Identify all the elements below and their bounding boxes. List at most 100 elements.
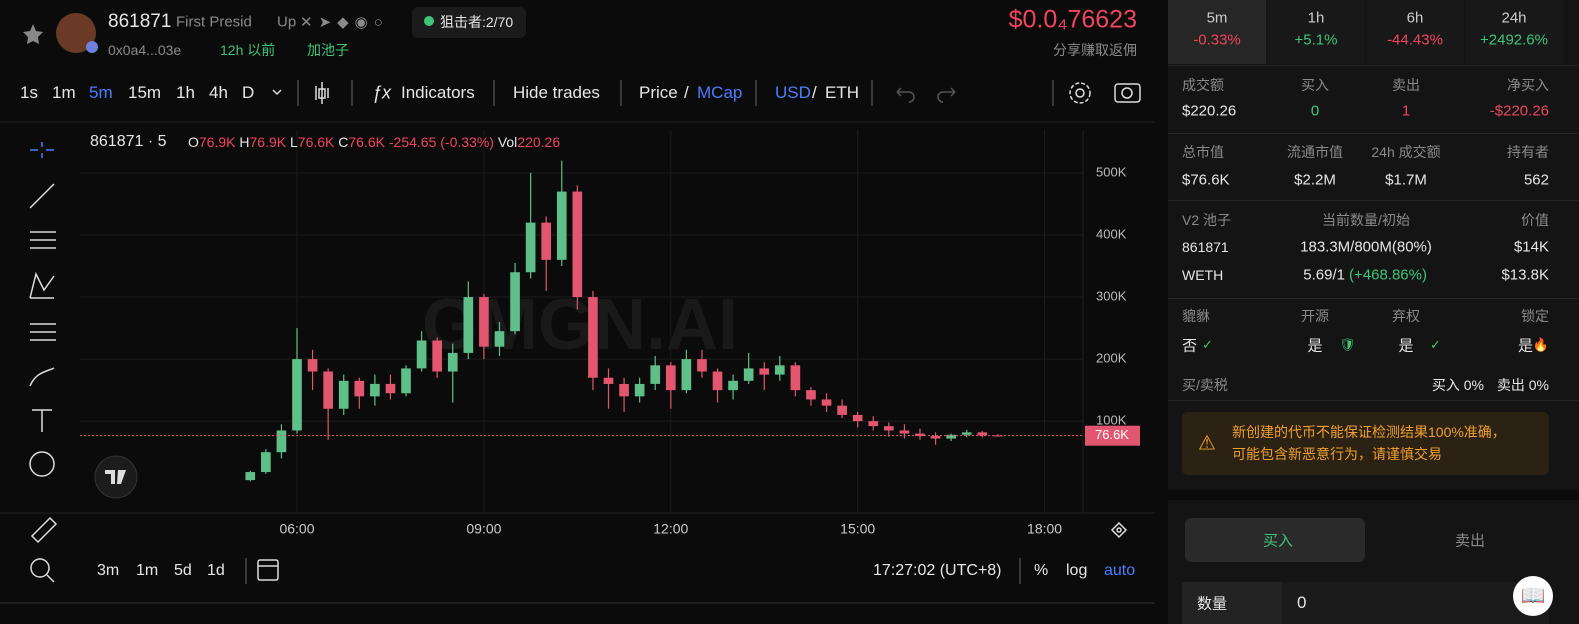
auto-toggle[interactable]: auto xyxy=(1104,562,1136,579)
divider xyxy=(1168,400,1579,401)
tab[interactable] xyxy=(1465,0,1563,64)
security-icon: 🔥 xyxy=(1532,337,1549,352)
candle-body xyxy=(447,352,458,372)
tab-change: -0.33% xyxy=(1193,31,1241,49)
stat-value: 是 xyxy=(1307,337,1323,355)
tab-label[interactable]: 5m xyxy=(1206,9,1228,27)
candle-body xyxy=(292,359,302,431)
x-tick-label: 09:00 xyxy=(466,521,501,537)
snipers-pill[interactable] xyxy=(412,7,526,38)
legend-label: L xyxy=(289,134,298,150)
legend-value: 220.26 xyxy=(517,134,561,150)
stat-value: $76.6K xyxy=(1182,171,1230,189)
pool-value: $13.8K xyxy=(1501,266,1549,284)
chart: GMGN.AI 100K 200K 300K 400K 500K 06:00 09:00 12:… xyxy=(0,0,1160,624)
buy-tab[interactable] xyxy=(1185,518,1365,562)
candle-body xyxy=(743,368,754,381)
usd-toggle[interactable]: USD xyxy=(775,83,811,102)
candle-body xyxy=(416,340,427,369)
hide-trades[interactable]: Hide trades xyxy=(513,83,600,102)
candle-body xyxy=(915,433,925,437)
social-icons[interactable]: ✕➤◆◉○ xyxy=(300,14,389,31)
interval[interactable]: 4h xyxy=(209,83,228,102)
stat-value: 是 xyxy=(1398,337,1414,355)
pool-amount: 183.3M/800M(80%) xyxy=(1300,238,1432,256)
tab-label[interactable]: 24h xyxy=(1501,9,1527,27)
stat-label: 卖出 xyxy=(1392,77,1420,93)
candle-body xyxy=(681,359,692,391)
range[interactable]: 3m xyxy=(97,562,120,579)
security-icon: ✓ xyxy=(1202,337,1213,352)
interval[interactable]: 15m xyxy=(128,83,162,102)
candle-body xyxy=(806,390,816,400)
address[interactable]: 0x0a4...03e xyxy=(108,42,182,58)
stat-value: 否 xyxy=(1182,337,1198,355)
interval[interactable]: 5m xyxy=(89,83,113,102)
add-pool[interactable]: 加池子 xyxy=(307,42,349,58)
stat-label: 开源 xyxy=(1301,308,1329,324)
stat-value: 0 xyxy=(1310,102,1320,120)
qty-value[interactable]: 0 xyxy=(1297,593,1307,612)
candle-body xyxy=(790,365,801,391)
candle-body xyxy=(432,340,443,372)
tab-label[interactable]: 1h xyxy=(1307,9,1325,27)
x-tick-label: 15:00 xyxy=(840,521,875,537)
stat-label: 总市值 xyxy=(1182,144,1224,160)
log-toggle[interactable]: log xyxy=(1066,562,1088,579)
interval[interactable]: 1h xyxy=(176,83,195,102)
watermark: GMGN.AI xyxy=(422,285,738,365)
interval[interactable]: 1s xyxy=(20,83,38,102)
stat-value: $220.26 xyxy=(1182,102,1237,120)
tab[interactable] xyxy=(1366,0,1464,64)
snipers[interactable]: 狙击者:2/70 xyxy=(440,14,514,30)
candle-body xyxy=(510,272,520,332)
candle-body xyxy=(556,191,567,260)
book-button[interactable]: 📖 xyxy=(1513,576,1553,616)
tab[interactable] xyxy=(1267,0,1365,64)
qty-input[interactable] xyxy=(1282,582,1549,624)
tab-label[interactable]: 6h xyxy=(1406,9,1424,27)
tab[interactable] xyxy=(1168,0,1266,64)
percent-toggle[interactable]: % xyxy=(1034,562,1049,579)
interval[interactable]: D xyxy=(242,83,255,102)
candle-body xyxy=(821,399,832,406)
sell-label[interactable]: 卖出 xyxy=(1454,532,1486,550)
candle-body xyxy=(852,414,863,422)
legend-change: -254.65 (-0.33%) xyxy=(388,134,494,150)
fx-icon[interactable]: ƒx xyxy=(372,82,392,103)
range[interactable]: 5d xyxy=(174,562,192,579)
candle-body xyxy=(884,426,894,431)
mcap-toggle[interactable]: MCap xyxy=(697,83,743,102)
indicators[interactable]: Indicators xyxy=(401,83,475,102)
candle-body xyxy=(712,371,723,391)
gap xyxy=(1168,490,1579,500)
legend-label: H xyxy=(239,134,250,150)
stat-label: 锁定 xyxy=(1521,308,1549,324)
last-price-tag xyxy=(1085,425,1140,446)
tv-logo[interactable] xyxy=(94,455,138,499)
stat-label: 24h 成交额 xyxy=(1371,144,1441,160)
pool-name: 861871 xyxy=(1182,239,1229,255)
eth-toggle[interactable]: ETH xyxy=(825,83,859,102)
tool-icons[interactable] xyxy=(29,82,1141,583)
interval[interactable]: 1m xyxy=(52,83,76,102)
star-icon[interactable] xyxy=(23,24,43,44)
candle-body xyxy=(572,191,583,298)
divider xyxy=(1168,133,1579,134)
buy-label[interactable]: 买入 xyxy=(1262,532,1294,550)
range[interactable]: 1d xyxy=(207,562,225,579)
range[interactable]: 1m xyxy=(136,562,159,579)
price-toggle[interactable]: Price xyxy=(639,83,678,102)
candle-body xyxy=(494,331,505,347)
chart-bg xyxy=(0,0,1160,624)
candle-body xyxy=(759,368,770,375)
legend-value: 76.6K xyxy=(297,134,335,150)
qty-label-bg xyxy=(1182,582,1282,624)
token-name: First Presid xyxy=(176,13,252,31)
candle-body xyxy=(370,383,380,397)
candle-body xyxy=(463,297,474,353)
candle-body xyxy=(603,377,614,384)
share[interactable]: 分享赚取返佣 xyxy=(1053,42,1137,58)
up-link[interactable]: Up xyxy=(277,13,297,31)
